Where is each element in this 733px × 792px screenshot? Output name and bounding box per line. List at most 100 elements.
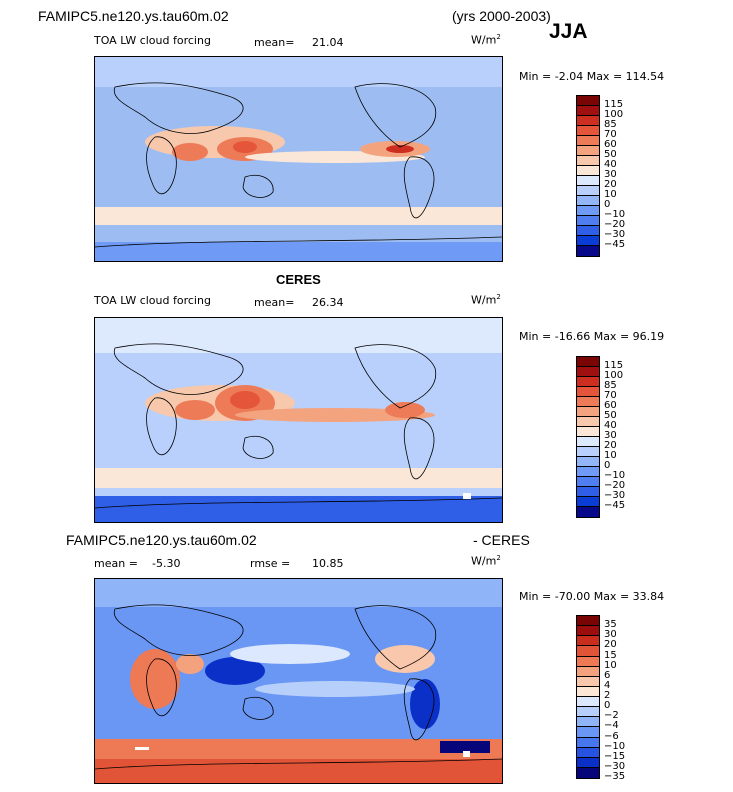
panel1-min-label: Min = <box>519 70 552 83</box>
panel3-coast-samerica <box>403 678 435 741</box>
colorbar-tick-label: −2 <box>604 710 619 722</box>
panel2-title: CERES <box>276 272 321 287</box>
colorbar-segment <box>577 176 599 186</box>
colorbar-tick-label: 4 <box>604 679 611 691</box>
colorbar-segment <box>577 686 599 697</box>
colorbar-segment <box>577 126 599 136</box>
colorbar-segment <box>577 407 599 417</box>
panel3-rmse-label: rmse = <box>250 557 291 570</box>
panel2-units-base: W/m <box>471 293 497 307</box>
panel2-coast-eurasia <box>113 343 244 395</box>
colorbar-tick-label: 2 <box>604 690 611 701</box>
colorbar-segment <box>577 666 599 677</box>
colorbar-tick-label: 20 <box>604 639 617 651</box>
panel3-band-south-ocean <box>95 739 502 759</box>
panel3-colorbar-ticks: 35 30 20 15 10 6 4 2 0 −2 −4 −6 −10 −15 −30 −35 <box>604 615 644 782</box>
colorbar-tick-label: 115 <box>604 99 624 110</box>
colorbar-segment <box>577 96 599 106</box>
panel1-minmax: Min = -2.04 Max = 114.54 <box>519 70 664 83</box>
colorbar-tick-label: 70 <box>604 129 617 140</box>
panel2-region-itcz <box>235 408 435 422</box>
panel3-mean-label: mean = <box>94 557 138 570</box>
colorbar-segment <box>577 697 599 708</box>
panel3-region-weddell <box>440 741 490 753</box>
colorbar-tick-label: −30 <box>604 760 626 772</box>
colorbar-tick-label: 30 <box>604 169 617 180</box>
panel2-units: W/m2 <box>471 293 501 307</box>
colorbar-tick-label: −45 <box>604 239 626 250</box>
colorbar-tick-label: 100 <box>604 370 624 381</box>
panel3-rmse-value: 10.85 <box>312 557 344 570</box>
colorbar-segment <box>577 707 599 718</box>
colorbar-segment <box>577 146 599 156</box>
panel3-band-north <box>95 579 502 607</box>
colorbar-tick-label: 20 <box>604 179 617 190</box>
colorbar-segment <box>577 437 599 447</box>
panel2-coast-namerica <box>354 344 437 409</box>
panel1-field-label: TOA LW cloud forcing <box>94 34 211 47</box>
colorbar-tick-label: −45 <box>604 500 626 511</box>
panel1-mean-label: mean= <box>254 36 295 49</box>
panel3-title-right: - CERES <box>473 532 530 548</box>
colorbar-tick-label: −20 <box>604 219 626 230</box>
colorbar-segment <box>577 357 599 367</box>
panel3-units-base: W/m <box>471 554 497 568</box>
colorbar-segment <box>577 487 599 497</box>
panel2-band-south <box>95 468 502 488</box>
panel3-region-india <box>176 654 204 674</box>
colorbar-segment <box>577 156 599 166</box>
panel3-units-sup: 2 <box>496 554 501 562</box>
panel2-min-label: Min = <box>519 330 552 343</box>
panel3-region-maritime <box>205 657 265 685</box>
colorbar-tick-label: 30 <box>604 629 617 641</box>
panel1-coast-africa <box>146 136 177 195</box>
panel1-max-value: 114.54 <box>625 70 665 83</box>
colorbar-segment <box>577 116 599 126</box>
colorbar-segment <box>577 377 599 387</box>
panel1-coast-antarctica <box>95 236 502 248</box>
colorbar-segment <box>577 427 599 437</box>
panel1-colorbar <box>576 95 600 257</box>
panel1-min-value: -2.04 <box>554 70 584 83</box>
colorbar-tick-label: 50 <box>604 149 617 160</box>
panel3-coast-antarctica <box>95 758 502 770</box>
panel2-coast-antarctica <box>95 497 502 509</box>
panel3-title-left: FAMIPC5.ne120.ys.tau60m.02 <box>66 532 257 548</box>
colorbar-segment <box>577 727 599 738</box>
panel3-missing-data <box>463 751 470 757</box>
colorbar-segment <box>577 387 599 397</box>
colorbar-tick-label: 35 <box>604 619 617 631</box>
panel3-map-svg <box>95 579 502 783</box>
colorbar-segment <box>577 507 599 517</box>
colorbar-segment <box>577 626 599 637</box>
panel3-coast-eurasia <box>113 604 244 656</box>
panel2-colorbar-ticks: 115 100 85 70 60 50 40 30 20 10 0 −10 −20 −30 −45 <box>604 356 644 516</box>
colorbar-tick-label: −4 <box>604 720 619 732</box>
colorbar-segment <box>577 136 599 146</box>
panel3-units: W/m2 <box>471 554 501 568</box>
colorbar-tick-label: 30 <box>604 430 617 441</box>
colorbar-segment <box>577 646 599 657</box>
panel2-coast-australia <box>242 436 274 459</box>
panel2-coast-africa <box>146 397 177 456</box>
colorbar-tick-label: 115 <box>604 360 624 371</box>
colorbar-segment <box>577 216 599 226</box>
panel1-coast-eurasia <box>113 82 244 134</box>
panel2-region-india <box>175 400 215 420</box>
panel1-region-warmpool <box>233 141 257 153</box>
panel3-region-npac <box>230 644 350 664</box>
colorbar-tick-label: 70 <box>604 390 617 401</box>
colorbar-tick-label: 50 <box>604 410 617 421</box>
panel1-coast-namerica <box>354 83 437 148</box>
colorbar-tick-label: 0 <box>604 199 611 210</box>
panel2-region-warmpool <box>230 391 260 409</box>
panel1-units-base: W/m <box>471 33 497 47</box>
colorbar-tick-label: 40 <box>604 159 617 170</box>
panel2-field-label: TOA LW cloud forcing <box>94 294 211 307</box>
panel3-max-label: Max = <box>593 590 630 603</box>
panel2-mean-value: 26.34 <box>312 296 344 309</box>
colorbar-tick-label: −10 <box>604 209 626 220</box>
case-title: FAMIPC5.ne120.ys.tau60m.02 <box>38 8 229 24</box>
colorbar-segment <box>577 226 599 236</box>
panel1-units-sup: 2 <box>496 33 501 41</box>
